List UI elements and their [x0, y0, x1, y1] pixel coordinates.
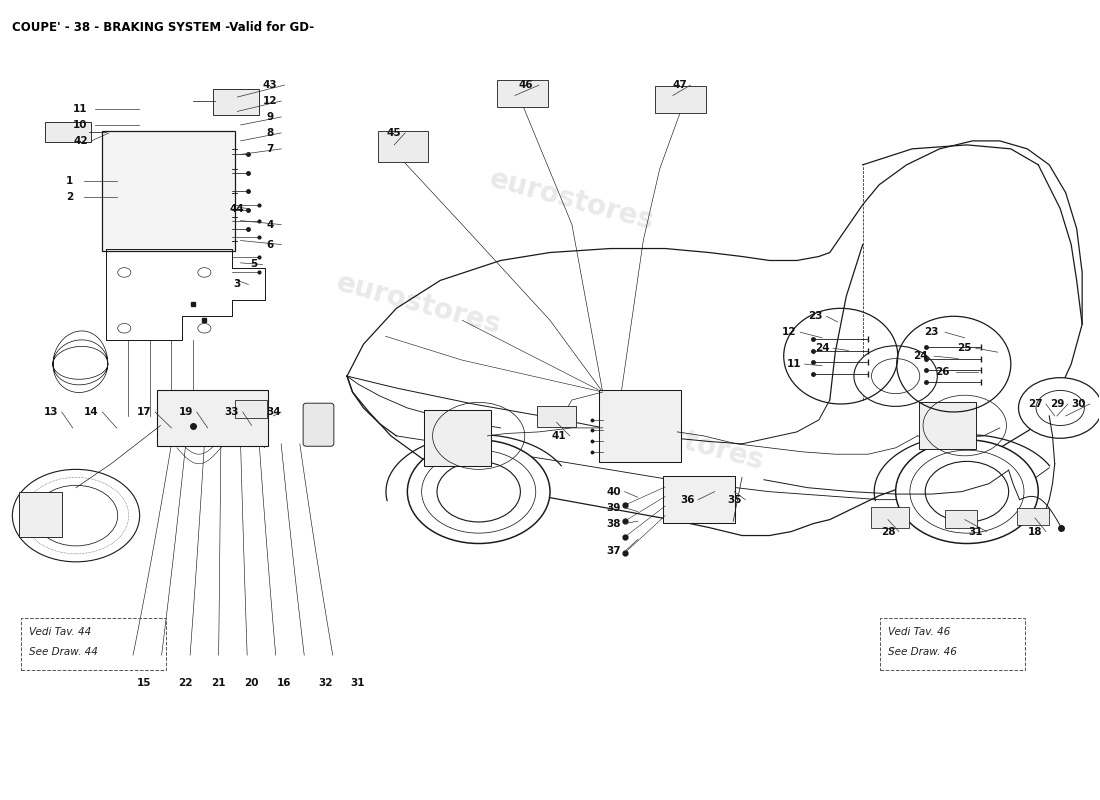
Text: eurostores: eurostores	[596, 405, 767, 475]
Circle shape	[854, 346, 937, 406]
FancyBboxPatch shape	[157, 390, 268, 446]
FancyBboxPatch shape	[1018, 508, 1049, 525]
Text: 11: 11	[786, 359, 801, 369]
Text: 29: 29	[1049, 399, 1064, 409]
FancyBboxPatch shape	[600, 390, 681, 462]
Text: 9: 9	[266, 112, 274, 122]
Text: eurostores: eurostores	[333, 269, 504, 340]
Text: 3: 3	[233, 279, 241, 290]
Text: 23: 23	[925, 327, 939, 338]
Text: 47: 47	[672, 80, 686, 90]
Circle shape	[895, 440, 1038, 543]
Text: 40: 40	[606, 486, 621, 497]
Text: 23: 23	[808, 311, 823, 322]
Text: See Draw. 46: See Draw. 46	[888, 647, 957, 657]
FancyBboxPatch shape	[45, 122, 91, 142]
Text: 44: 44	[230, 204, 244, 214]
Text: 42: 42	[73, 136, 88, 146]
Circle shape	[12, 470, 140, 562]
Text: 7: 7	[266, 144, 274, 154]
Text: 22: 22	[178, 678, 192, 688]
Text: 5: 5	[250, 259, 257, 270]
FancyBboxPatch shape	[656, 86, 706, 113]
Circle shape	[407, 440, 550, 543]
Text: 39: 39	[606, 502, 620, 513]
Text: 31: 31	[968, 526, 983, 537]
FancyBboxPatch shape	[497, 79, 548, 106]
FancyBboxPatch shape	[235, 400, 267, 418]
Text: 21: 21	[211, 678, 226, 688]
Text: 15: 15	[136, 678, 152, 688]
Text: 16: 16	[277, 678, 292, 688]
FancyBboxPatch shape	[304, 403, 333, 446]
FancyBboxPatch shape	[918, 402, 976, 450]
Text: 2: 2	[66, 192, 73, 202]
FancyBboxPatch shape	[102, 130, 235, 251]
Text: 12: 12	[782, 327, 796, 338]
Text: See Draw. 44: See Draw. 44	[29, 647, 98, 657]
FancyBboxPatch shape	[377, 131, 428, 162]
Text: 36: 36	[680, 494, 694, 505]
Text: 19: 19	[178, 407, 192, 417]
Text: 11: 11	[73, 104, 88, 114]
Text: Vedi Tav. 44: Vedi Tav. 44	[29, 627, 91, 638]
FancyBboxPatch shape	[663, 476, 736, 522]
Text: 35: 35	[727, 494, 741, 505]
Text: 37: 37	[606, 546, 621, 557]
Text: 46: 46	[518, 80, 534, 90]
Text: 24: 24	[815, 343, 829, 353]
Text: 38: 38	[606, 518, 620, 529]
Text: 12: 12	[263, 96, 277, 106]
FancyBboxPatch shape	[537, 406, 576, 427]
Text: 8: 8	[266, 128, 274, 138]
Text: 30: 30	[1071, 399, 1086, 409]
Text: 27: 27	[1027, 399, 1043, 409]
FancyBboxPatch shape	[424, 410, 491, 466]
Text: 34: 34	[266, 407, 280, 417]
Text: 18: 18	[1027, 526, 1042, 537]
Text: Vedi Tav. 46: Vedi Tav. 46	[888, 627, 950, 638]
Text: COUPE' - 38 - BRAKING SYSTEM -Valid for GD-: COUPE' - 38 - BRAKING SYSTEM -Valid for …	[12, 22, 315, 34]
Text: 45: 45	[387, 128, 402, 138]
Text: 25: 25	[957, 343, 972, 353]
Circle shape	[1019, 378, 1100, 438]
Text: 1: 1	[66, 176, 73, 186]
Text: 24: 24	[913, 351, 928, 361]
Text: 13: 13	[44, 407, 58, 417]
Text: 4: 4	[266, 220, 274, 230]
FancyBboxPatch shape	[945, 510, 977, 527]
Text: 33: 33	[224, 407, 239, 417]
Text: 10: 10	[73, 120, 88, 130]
Text: 20: 20	[244, 678, 258, 688]
FancyBboxPatch shape	[19, 493, 62, 537]
Text: 41: 41	[551, 431, 566, 441]
Text: 14: 14	[84, 407, 99, 417]
Text: 28: 28	[881, 526, 895, 537]
FancyBboxPatch shape	[871, 507, 909, 527]
Text: eurostores: eurostores	[486, 166, 658, 236]
FancyBboxPatch shape	[213, 89, 260, 114]
Text: 43: 43	[263, 80, 277, 90]
Text: 26: 26	[936, 367, 950, 377]
Text: 17: 17	[136, 407, 152, 417]
Text: 31: 31	[351, 678, 365, 688]
Text: 32: 32	[318, 678, 332, 688]
Text: 6: 6	[266, 239, 274, 250]
